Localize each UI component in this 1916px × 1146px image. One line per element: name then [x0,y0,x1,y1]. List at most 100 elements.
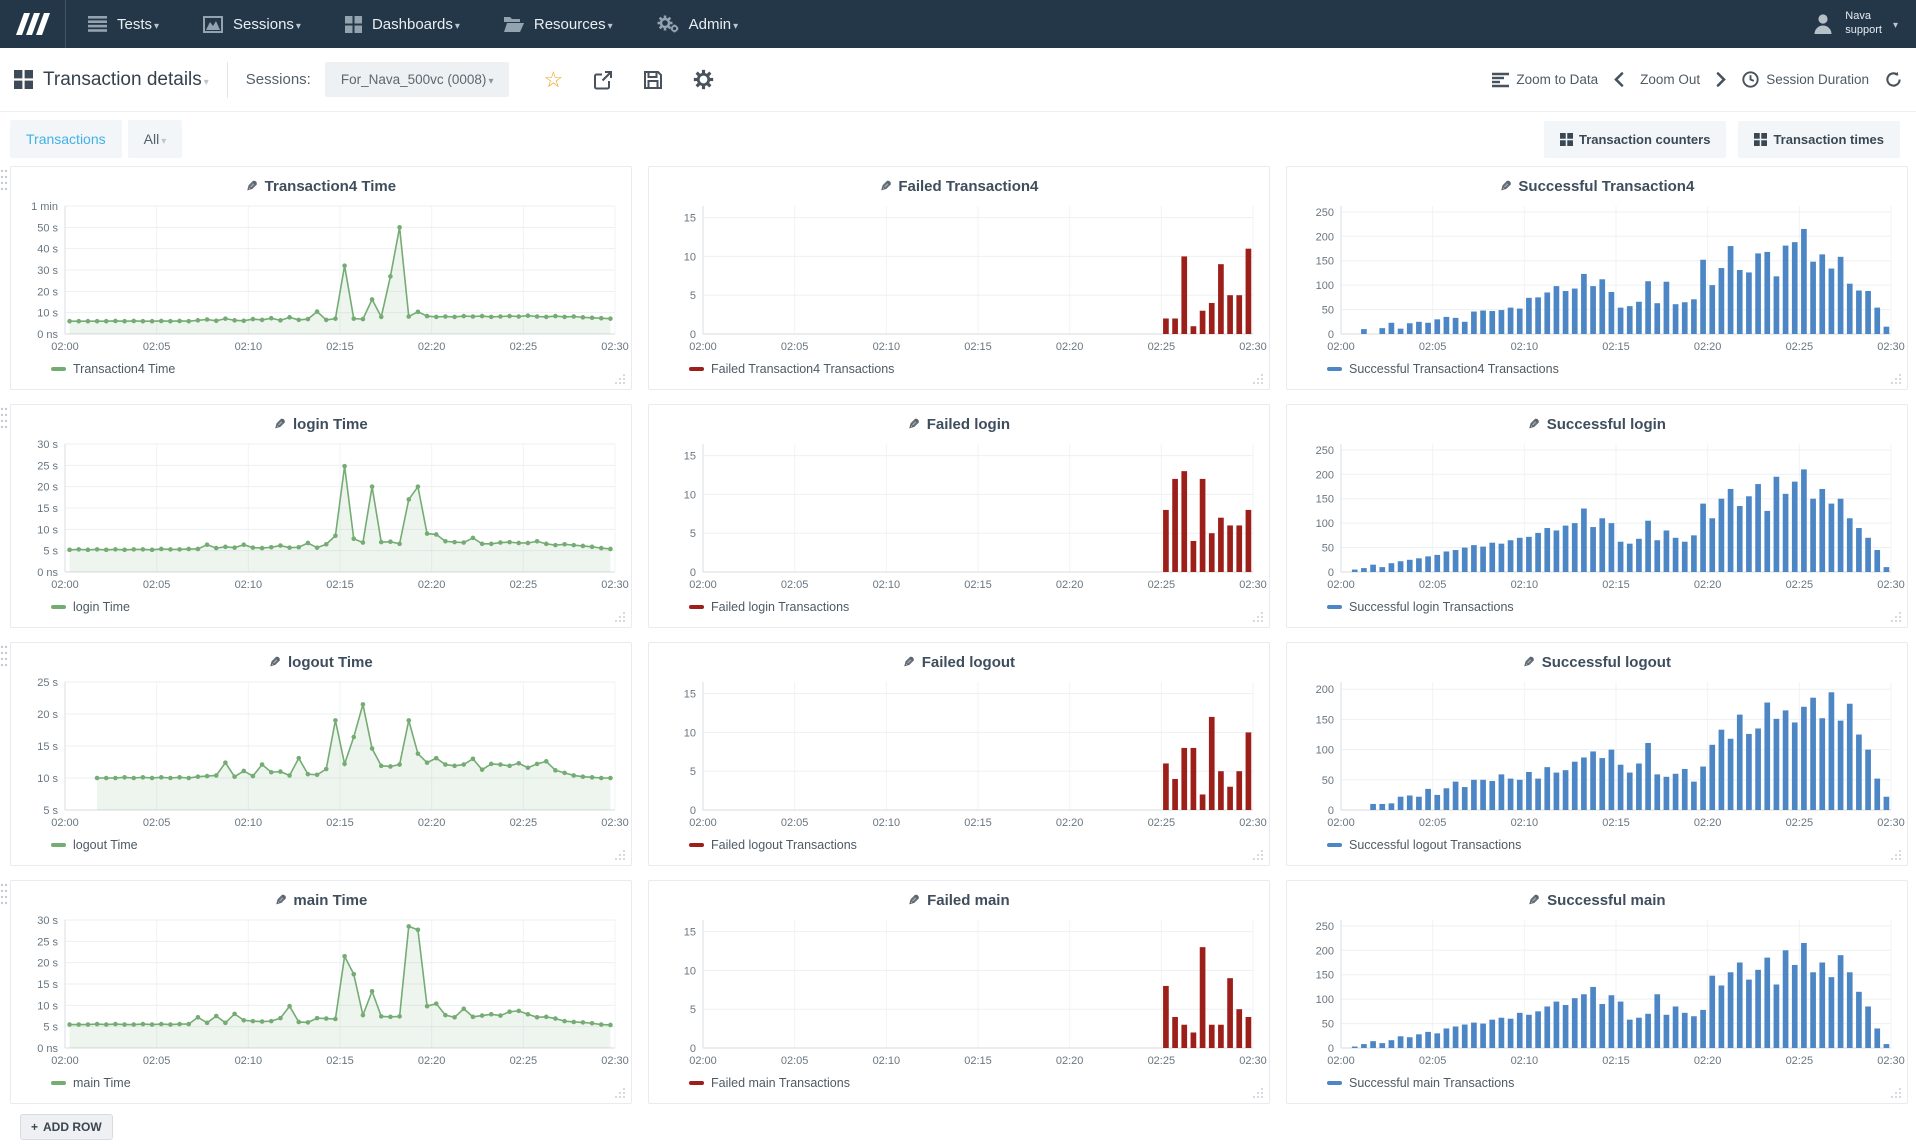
legend-label: Failed Transaction4 Transactions [711,362,895,376]
edit-title-pencil-icon[interactable]: ✎ [879,177,892,194]
chart-legend[interactable]: Successful Transaction4 Transactions [1327,362,1899,376]
panel-resize-handle[interactable] [1891,374,1902,385]
chart-plot-bar[interactable]: 02:00 02:05 02:10 02:15 02:20 02:25 02:30 250 20… [1295,436,1905,594]
chart-legend[interactable]: Transaction4 Time [51,362,623,376]
edit-title-pencil-icon[interactable]: ✎ [1523,653,1535,670]
chart-legend[interactable]: Failed logout Transactions [689,838,1261,852]
zoom-to-data-button[interactable]: Zoom to Data [1492,72,1598,88]
chart-plot-bar[interactable]: 02:00 02:05 02:10 02:15 02:20 02:25 02:30 200 15… [1295,674,1905,832]
panel-resize-handle[interactable] [615,850,626,861]
row-drag-handle[interactable] [0,168,8,194]
chart-legend[interactable]: Successful logout Transactions [1327,838,1899,852]
legend-swatch [689,605,704,609]
nav-item-resources[interactable]: Resources [482,0,635,48]
svg-text:0: 0 [1328,567,1334,579]
svg-text:02:05: 02:05 [1419,1055,1447,1067]
chart-plot-line[interactable]: 02:00 02:05 02:10 02:15 02:20 02:25 02:30 25 s 2… [19,674,629,832]
nav-item-tests[interactable]: Tests [66,0,181,48]
edit-title-pencil-icon[interactable]: ✎ [908,891,921,908]
chart-legend[interactable]: Failed main Transactions [689,1076,1261,1090]
row-drag-handle[interactable] [0,882,8,908]
pan-right-button[interactable] [1716,72,1727,87]
svg-text:02:00: 02:00 [1327,579,1355,591]
refresh-icon[interactable] [1885,71,1902,88]
svg-text:02:00: 02:00 [1327,817,1355,829]
dashboard-title-menu[interactable]: Transaction details [14,69,209,91]
svg-text:02:10: 02:10 [235,817,263,829]
edit-title-pencil-icon[interactable]: ✎ [1528,415,1540,432]
add-row-button[interactable]: + ADD ROW [20,1114,113,1140]
session-duration-button[interactable]: Session Duration [1742,71,1869,88]
panel-resize-handle[interactable] [1253,850,1264,861]
chart-plot-line[interactable]: 02:00 02:05 02:10 02:15 02:20 02:25 02:30 1 min… [19,198,629,356]
svg-text:02:10: 02:10 [1511,817,1539,829]
tab-transactions[interactable]: Transactions [10,120,122,158]
chart-legend[interactable]: Successful login Transactions [1327,600,1899,614]
chart-legend[interactable]: Failed login Transactions [689,600,1261,614]
svg-text:02:20: 02:20 [418,579,446,591]
nav-item-dashboards[interactable]: Dashboards [323,0,482,48]
svg-text:200: 200 [1316,684,1334,696]
chart-legend[interactable]: main Time [51,1076,623,1090]
share-icon[interactable] [593,70,613,90]
svg-text:50: 50 [1322,305,1334,317]
edit-title-pencil-icon[interactable]: ✎ [274,415,286,432]
panel-resize-handle[interactable] [1253,374,1264,385]
chart-plot-line[interactable]: 02:00 02:05 02:10 02:15 02:20 02:25 02:30 30 s 2… [19,436,629,594]
svg-text:0: 0 [1328,805,1334,817]
chart-legend[interactable]: Failed Transaction4 Transactions [689,362,1261,376]
panel-resize-handle[interactable] [1253,1088,1264,1099]
chart-legend[interactable]: Successful main Transactions [1327,1076,1899,1090]
edit-title-pencil-icon[interactable]: ✎ [274,891,287,908]
edit-title-pencil-icon[interactable]: ✎ [1499,177,1512,194]
edit-title-pencil-icon[interactable]: ✎ [902,653,915,670]
filter-all-dropdown[interactable]: All [127,120,183,158]
chart-title: Failed logout [921,653,1016,671]
svg-text:02:25: 02:25 [1148,1055,1176,1067]
chart-plot-bar[interactable]: 02:00 02:05 02:10 02:15 02:20 02:25 02:30 15 10 5… [657,436,1267,594]
pan-left-button[interactable] [1614,72,1624,87]
chart-plot-bar[interactable]: 02:00 02:05 02:10 02:15 02:20 02:25 02:30 250 20… [1295,912,1905,1070]
edit-title-pencil-icon[interactable]: ✎ [245,177,258,194]
nav-item-admin[interactable]: Admin [635,0,761,48]
settings-gear-icon[interactable] [693,69,714,90]
user-menu[interactable]: Nava support [1792,0,1916,48]
chart-plot-bar[interactable]: 02:00 02:05 02:10 02:15 02:20 02:25 02:30 15 10 5… [657,912,1267,1070]
nav-label: Tests [117,16,159,33]
chart-legend[interactable]: logout Time [51,838,623,852]
svg-text:5: 5 [690,290,696,302]
panel-resize-handle[interactable] [1253,612,1264,623]
chart-plot-bar[interactable]: 02:00 02:05 02:10 02:15 02:20 02:25 02:30 15 10 5… [657,198,1267,356]
row-drag-handle[interactable] [0,644,8,670]
legend-label: Transaction4 Time [73,362,176,376]
transaction-counters-button[interactable]: Transaction counters [1543,120,1727,158]
transaction-times-button[interactable]: Transaction times [1738,120,1900,158]
edit-title-pencil-icon[interactable]: ✎ [269,653,281,670]
row-drag-handle[interactable] [0,406,8,432]
divider [226,61,228,98]
svg-text:02:20: 02:20 [1694,817,1722,829]
chart-plot-bar[interactable]: 02:00 02:05 02:10 02:15 02:20 02:25 02:30 15 10 5… [657,674,1267,832]
chart-plot-bar[interactable]: 02:00 02:05 02:10 02:15 02:20 02:25 02:30 250 20… [1295,198,1905,356]
edit-title-pencil-icon[interactable]: ✎ [907,415,920,432]
nav-item-sessions[interactable]: Sessions [181,0,323,48]
panel-resize-handle[interactable] [1891,1088,1902,1099]
zoom-out-button[interactable]: Zoom Out [1640,72,1700,87]
favorite-star-icon[interactable]: ☆ [543,66,564,92]
svg-text:02:15: 02:15 [964,817,992,829]
session-select[interactable]: For_Nava_500vc (0008) [324,62,510,97]
chart-panel-login-time: ✎ login Time 02:00 02:05 02:10 02:15 02:20 02:2… [10,404,632,628]
panel-resize-handle[interactable] [615,1088,626,1099]
panel-resize-handle[interactable] [1891,612,1902,623]
svg-text:02:20: 02:20 [1694,1055,1722,1067]
filter-bar: Transactions All Transaction counters Tr… [0,112,1916,164]
legend-label: Successful login Transactions [1349,600,1514,614]
save-icon[interactable] [643,70,663,90]
panel-resize-handle[interactable] [615,374,626,385]
edit-title-pencil-icon[interactable]: ✎ [1528,891,1541,908]
panel-resize-handle[interactable] [1891,850,1902,861]
panel-resize-handle[interactable] [615,612,626,623]
chart-legend[interactable]: login Time [51,600,623,614]
app-logo[interactable] [0,0,66,48]
chart-plot-line[interactable]: 02:00 02:05 02:10 02:15 02:20 02:25 02:30 30 s 2… [19,912,629,1070]
